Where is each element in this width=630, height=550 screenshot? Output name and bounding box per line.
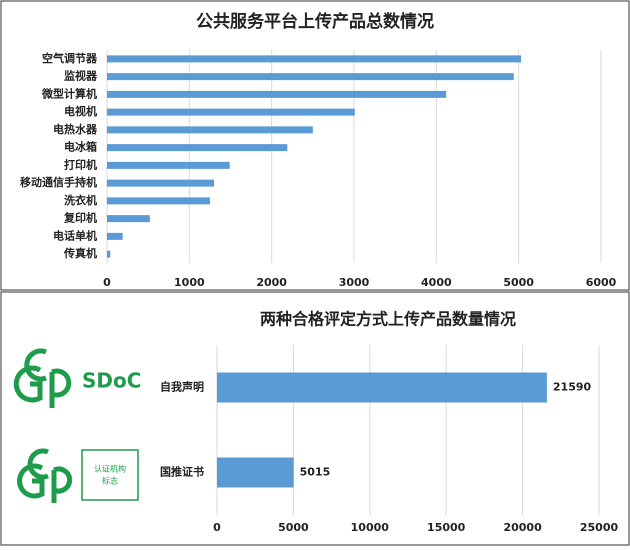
y-tick-label: 电热水器 <box>53 122 98 136</box>
bar <box>107 55 522 63</box>
bar <box>107 250 111 258</box>
logo-text: SDoC <box>82 369 141 393</box>
bar <box>107 126 313 134</box>
logo-ccc <box>13 348 72 408</box>
logo-text: 标志 <box>102 476 118 486</box>
x-tick-label: 6000 <box>586 276 617 289</box>
bar <box>107 161 230 169</box>
x-tick-label: 1000 <box>174 276 205 289</box>
y-tick-label: 传真机 <box>63 246 97 260</box>
chart-title: 公共服务平台上传产品总数情况 <box>196 11 434 32</box>
y-tick-label: 微型计算机 <box>41 86 97 100</box>
y-tick-label: 监视器 <box>64 69 98 83</box>
x-tick-label: 20000 <box>503 521 542 534</box>
bar <box>107 179 215 187</box>
y-tick-label: 打印机 <box>64 157 97 171</box>
y-tick-label: 国推证书 <box>160 465 204 479</box>
y-tick-label: 空气调节器 <box>42 51 98 65</box>
x-tick-label: 10000 <box>351 521 390 534</box>
logo-box <box>81 449 139 501</box>
value-label: 21590 <box>553 381 592 394</box>
x-tick-label: 4000 <box>421 276 452 289</box>
y-tick-label: 电冰箱 <box>64 140 97 154</box>
logo-text: 认证机构 <box>94 464 126 474</box>
y-tick-label: 电话单机 <box>53 228 97 242</box>
y-tick-label: 复印机 <box>63 211 97 225</box>
bar <box>107 90 447 98</box>
y-tick-label: 洗衣机 <box>64 193 97 207</box>
bar <box>217 457 294 488</box>
x-tick-label: 25000 <box>580 521 619 534</box>
x-tick-label: 0 <box>103 276 111 289</box>
panel-border <box>0 0 630 291</box>
x-tick-label: 2000 <box>256 276 287 289</box>
bar <box>107 144 288 152</box>
y-tick-label: 移动通信手持机 <box>20 175 97 189</box>
bar <box>107 215 150 223</box>
panel-border <box>0 291 630 546</box>
x-tick-label: 5000 <box>503 276 534 289</box>
y-tick-label: 电视机 <box>64 104 97 118</box>
x-tick-label: 15000 <box>427 521 466 534</box>
bar <box>107 232 123 240</box>
x-tick-label: 5000 <box>278 521 309 534</box>
value-label: 5015 <box>300 466 331 479</box>
chart-title: 两种合格评定方式上传产品数量情况 <box>260 310 516 329</box>
x-tick-label: 0 <box>213 521 221 534</box>
bar <box>217 372 547 403</box>
bar <box>107 108 355 116</box>
y-tick-label: 自我声明 <box>160 380 204 394</box>
logo-ccc <box>17 448 73 503</box>
bar <box>107 197 210 205</box>
x-tick-label: 3000 <box>339 276 370 289</box>
bar <box>107 73 514 81</box>
